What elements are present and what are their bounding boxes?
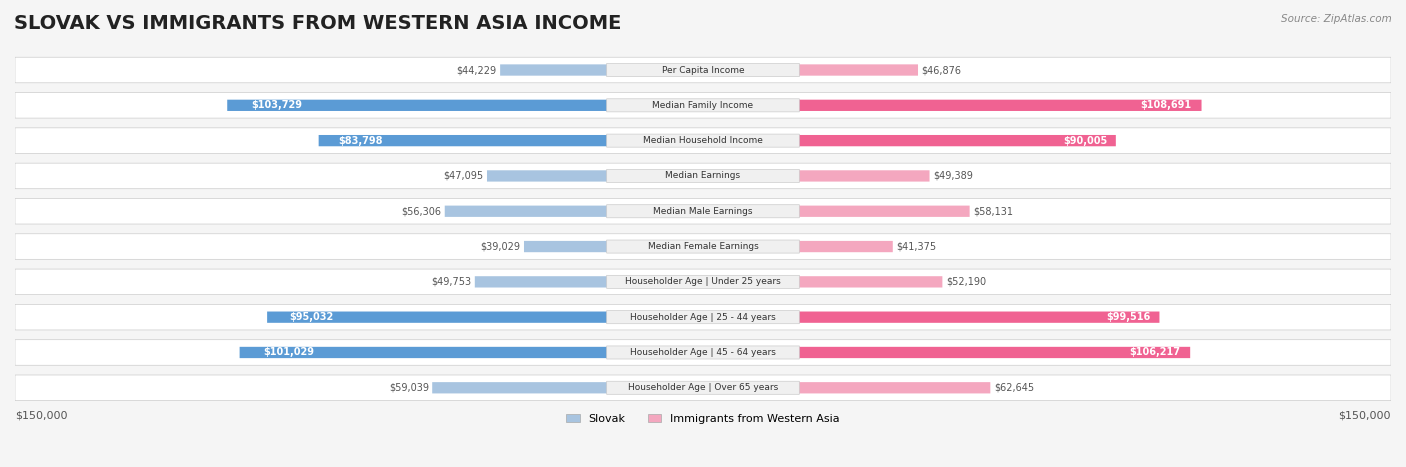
Text: SLOVAK VS IMMIGRANTS FROM WESTERN ASIA INCOME: SLOVAK VS IMMIGRANTS FROM WESTERN ASIA I…	[14, 14, 621, 33]
Text: $108,691: $108,691	[1140, 100, 1191, 110]
FancyBboxPatch shape	[606, 276, 800, 289]
FancyBboxPatch shape	[606, 346, 800, 359]
Text: Median Household Income: Median Household Income	[643, 136, 763, 145]
FancyBboxPatch shape	[15, 57, 1391, 83]
FancyBboxPatch shape	[319, 135, 703, 146]
FancyBboxPatch shape	[606, 381, 800, 394]
FancyBboxPatch shape	[239, 347, 703, 358]
Text: $101,029: $101,029	[263, 347, 314, 357]
FancyBboxPatch shape	[267, 311, 703, 323]
Legend: Slovak, Immigrants from Western Asia: Slovak, Immigrants from Western Asia	[562, 409, 844, 428]
Text: Householder Age | Over 65 years: Householder Age | Over 65 years	[628, 383, 778, 392]
FancyBboxPatch shape	[606, 134, 800, 147]
FancyBboxPatch shape	[703, 276, 942, 288]
FancyBboxPatch shape	[703, 99, 1202, 111]
FancyBboxPatch shape	[501, 64, 703, 76]
FancyBboxPatch shape	[606, 311, 800, 324]
FancyBboxPatch shape	[15, 198, 1391, 224]
Text: $150,000: $150,000	[1339, 411, 1391, 421]
Text: $150,000: $150,000	[15, 411, 67, 421]
FancyBboxPatch shape	[703, 311, 1160, 323]
Text: $46,876: $46,876	[921, 65, 962, 75]
Text: $56,306: $56,306	[401, 206, 441, 216]
Text: Householder Age | Under 25 years: Householder Age | Under 25 years	[626, 277, 780, 286]
Text: $44,229: $44,229	[457, 65, 496, 75]
FancyBboxPatch shape	[703, 241, 893, 252]
Text: Median Earnings: Median Earnings	[665, 171, 741, 180]
FancyBboxPatch shape	[15, 340, 1391, 365]
Text: $90,005: $90,005	[1063, 135, 1108, 146]
Text: Source: ZipAtlas.com: Source: ZipAtlas.com	[1281, 14, 1392, 24]
FancyBboxPatch shape	[703, 205, 970, 217]
FancyBboxPatch shape	[486, 170, 703, 182]
FancyBboxPatch shape	[606, 205, 800, 218]
Text: Median Male Earnings: Median Male Earnings	[654, 207, 752, 216]
Text: Median Family Income: Median Family Income	[652, 101, 754, 110]
Text: $49,389: $49,389	[934, 171, 973, 181]
Text: $83,798: $83,798	[337, 135, 382, 146]
FancyBboxPatch shape	[15, 375, 1391, 401]
Text: $52,190: $52,190	[946, 277, 986, 287]
Text: $39,029: $39,029	[481, 241, 520, 252]
FancyBboxPatch shape	[703, 170, 929, 182]
FancyBboxPatch shape	[524, 241, 703, 252]
Text: $49,753: $49,753	[432, 277, 471, 287]
Text: $41,375: $41,375	[896, 241, 936, 252]
FancyBboxPatch shape	[475, 276, 703, 288]
Text: Per Capita Income: Per Capita Income	[662, 65, 744, 75]
FancyBboxPatch shape	[606, 99, 800, 112]
FancyBboxPatch shape	[703, 347, 1191, 358]
FancyBboxPatch shape	[703, 64, 918, 76]
FancyBboxPatch shape	[432, 382, 703, 393]
FancyBboxPatch shape	[703, 382, 990, 393]
Text: Householder Age | 25 - 44 years: Householder Age | 25 - 44 years	[630, 313, 776, 322]
Text: Median Female Earnings: Median Female Earnings	[648, 242, 758, 251]
Text: $95,032: $95,032	[288, 312, 333, 322]
FancyBboxPatch shape	[15, 163, 1391, 189]
Text: $62,645: $62,645	[994, 383, 1033, 393]
Text: $47,095: $47,095	[443, 171, 484, 181]
FancyBboxPatch shape	[15, 234, 1391, 259]
Text: $59,039: $59,039	[389, 383, 429, 393]
Text: Householder Age | 45 - 64 years: Householder Age | 45 - 64 years	[630, 348, 776, 357]
FancyBboxPatch shape	[15, 128, 1391, 154]
FancyBboxPatch shape	[606, 64, 800, 77]
FancyBboxPatch shape	[606, 240, 800, 253]
FancyBboxPatch shape	[444, 205, 703, 217]
Text: $106,217: $106,217	[1129, 347, 1181, 357]
FancyBboxPatch shape	[703, 135, 1116, 146]
FancyBboxPatch shape	[15, 92, 1391, 118]
Text: $103,729: $103,729	[252, 100, 302, 110]
FancyBboxPatch shape	[228, 99, 703, 111]
FancyBboxPatch shape	[15, 269, 1391, 295]
FancyBboxPatch shape	[15, 304, 1391, 330]
Text: $58,131: $58,131	[973, 206, 1014, 216]
FancyBboxPatch shape	[606, 170, 800, 183]
Text: $99,516: $99,516	[1107, 312, 1150, 322]
